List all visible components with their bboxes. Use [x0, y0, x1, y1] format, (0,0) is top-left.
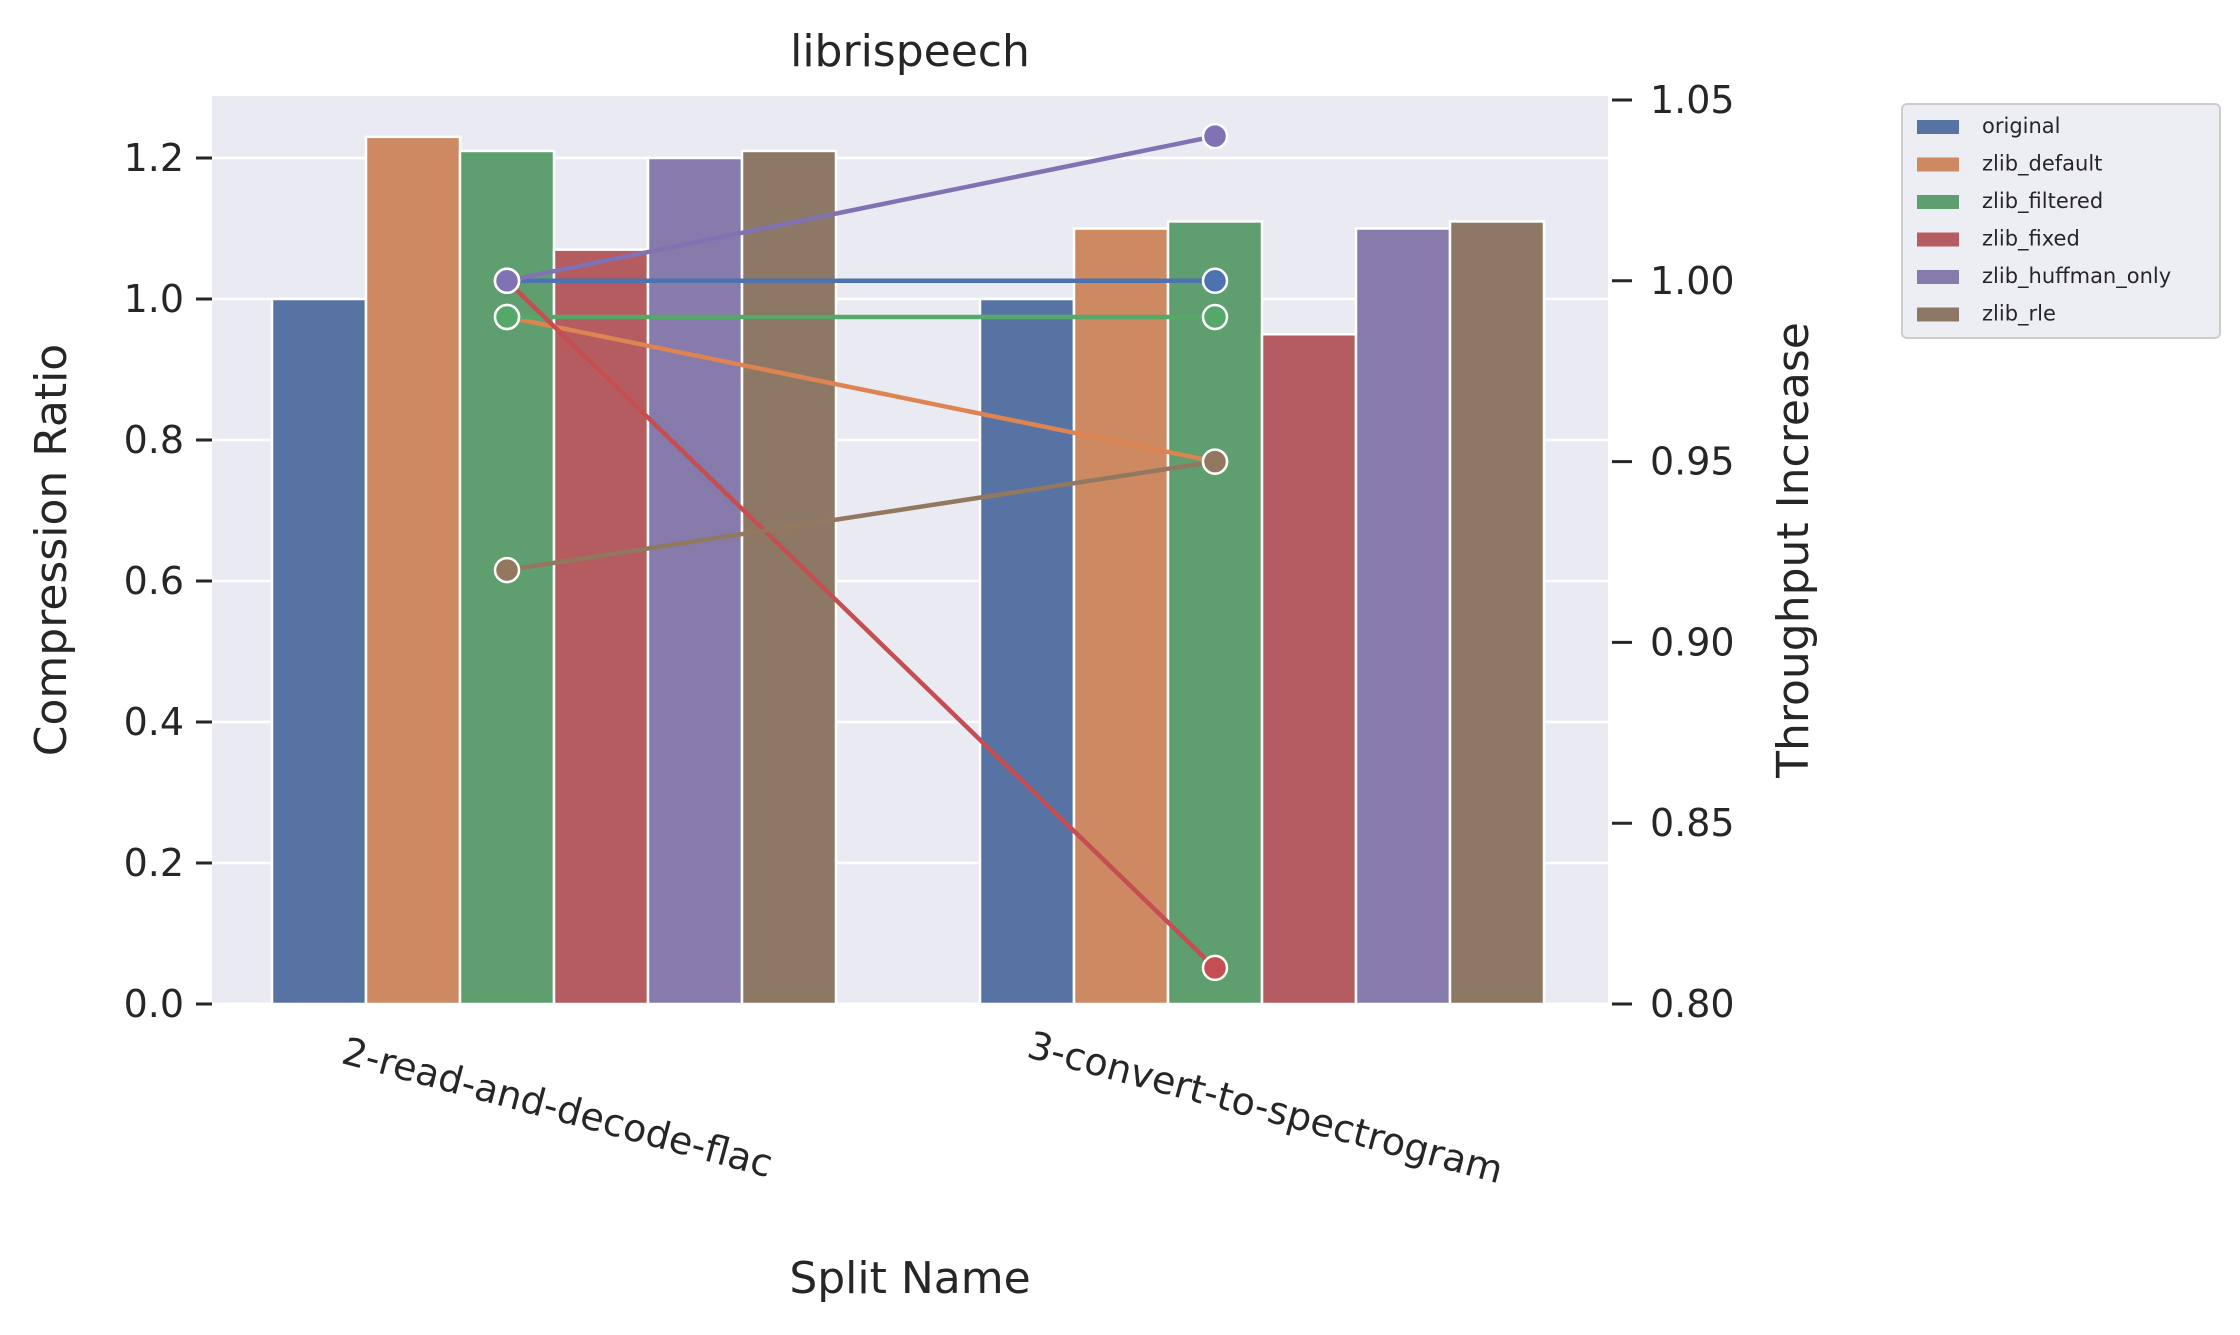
legend: original zlib_default zlib_filtered zlib_fi…: [1901, 103, 2221, 339]
legend-label-zlib_filtered: zlib_filtered: [1982, 189, 2103, 214]
point-zlib_filtered-0: [493, 303, 521, 331]
line-zlib_rle: [506, 459, 1216, 573]
bar-zlib_default-1: [1072, 227, 1170, 1006]
legend-swatch-zlib_rle: [1917, 307, 1959, 322]
point-zlib_huffman_only-1: [1201, 122, 1229, 150]
legend-swatch-zlib_huffman_only: [1917, 270, 1959, 284]
line-zlib_huffman_only: [506, 133, 1216, 284]
line-layer: [493, 122, 1229, 982]
bar-original-1: [978, 297, 1076, 1006]
y-tick-label: 0.4: [124, 700, 184, 744]
chart-title: librispeech: [790, 26, 1030, 77]
x-axis: 2-read-and-decode-flac 3-convert-to-spect…: [338, 1023, 1508, 1192]
x-tick-label: 3-convert-to-spectrogram: [1023, 1023, 1508, 1192]
legend-swatch-original: [1917, 120, 1959, 134]
y-tick-label: 1.2: [124, 136, 184, 180]
legend-label-zlib_fixed: zlib_fixed: [1982, 227, 2080, 252]
bar-layer: [270, 135, 1546, 1006]
y-tick-label: 0.0: [124, 982, 184, 1026]
point-original-1: [1201, 267, 1229, 295]
y-right-tick-label: 1.05: [1650, 78, 1735, 122]
point-zlib_huffman_only-0: [493, 267, 521, 295]
bar-zlib_default-0: [364, 135, 462, 1006]
right-axis: 0.80 0.85 0.90 0.95 1.00 1.05: [1612, 78, 1735, 1026]
y-tick-label: 1.0: [124, 277, 184, 321]
legend-label-original: original: [1982, 114, 2061, 138]
y-tick-label: 0.2: [124, 841, 184, 885]
point-zlib_rle-1: [1201, 448, 1229, 475]
bar-zlib_huffman_only-1: [1354, 227, 1452, 1006]
bar-zlib_huffman_only-0: [646, 156, 744, 1006]
left-axis: 0.0 0.2 0.4 0.6 0.8 1.0 1.2: [124, 136, 212, 1026]
y-right-tick-label: 1.00: [1650, 259, 1735, 303]
y-right-tick-label: 0.80: [1650, 982, 1735, 1026]
bar-original-0: [270, 297, 368, 1006]
legend-label-zlib_rle: zlib_rle: [1982, 302, 2056, 327]
y-right-tick-label: 0.95: [1650, 440, 1735, 484]
point-zlib_rle-0: [493, 556, 521, 584]
line-zlib_default: [506, 314, 1216, 464]
y-axis-label: Compression Ratio: [26, 344, 77, 756]
bar-zlib_rle-1: [1448, 220, 1546, 1006]
point-zlib_fixed-1: [1201, 954, 1229, 982]
bar-zlib_rle-0: [740, 149, 838, 1006]
bar-zlib_filtered-1: [1166, 220, 1264, 1006]
bar-zlib_fixed-0: [552, 248, 650, 1006]
x-tick-label: 2-read-and-decode-flac: [338, 1029, 778, 1186]
legend-label-zlib_huffman_only: zlib_huffman_only: [1982, 264, 2171, 289]
y-right-tick-label: 0.85: [1650, 801, 1735, 845]
point-zlib_filtered-1: [1201, 303, 1229, 331]
legend-swatch-zlib_fixed: [1917, 232, 1959, 247]
legend-swatch-zlib_filtered: [1917, 195, 1959, 209]
y-tick-label: 0.8: [124, 418, 184, 462]
legend-swatch-zlib_default: [1917, 157, 1959, 172]
legend-label-zlib_default: zlib_default: [1982, 152, 2102, 177]
y-tick-label: 0.6: [124, 559, 184, 603]
bar-zlib_fixed-1: [1260, 333, 1358, 1006]
y-axis-right-label: Throughput Increase: [1768, 322, 1819, 779]
legend-frame: [1901, 103, 2221, 339]
line-zlib_fixed: [505, 279, 1217, 970]
x-axis-label: Split Name: [789, 1253, 1030, 1304]
y-right-tick-label: 0.90: [1650, 620, 1735, 664]
